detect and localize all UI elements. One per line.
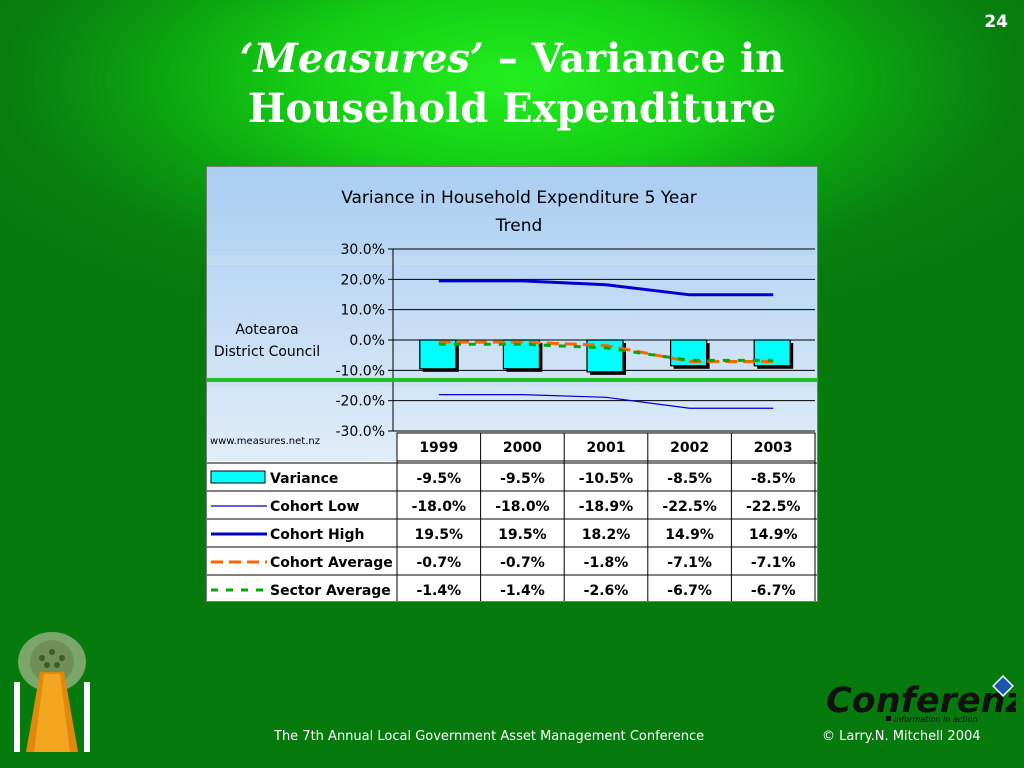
table-value-cell: -1.8% (584, 555, 629, 571)
table-header-cell: 2002 (670, 440, 709, 456)
conferenz-logo-text: Conferenz (826, 681, 1016, 721)
table-value-cell: -1.4% (416, 583, 461, 599)
series-line-cohort-high (438, 279, 774, 297)
chart-title-line-1: Variance in Household Expenditure 5 Year (341, 188, 697, 208)
table-value-cell: 19.5% (498, 527, 547, 543)
legend-label: Cohort High (270, 527, 364, 543)
y-tick-label: -10.0% (335, 363, 385, 379)
table-value-cell: -0.7% (416, 555, 461, 571)
table-value-cell: 14.9% (665, 527, 714, 543)
plot-band (207, 255, 817, 265)
table-value-cell: -8.5% (751, 471, 796, 487)
table-value-cell: -7.1% (667, 555, 712, 571)
series-line-cohort-low (438, 394, 774, 409)
legend-label: Variance (270, 471, 338, 487)
plot-background (207, 167, 817, 461)
legend-label: Sector Average (270, 583, 391, 599)
diamond-icon (992, 675, 1014, 697)
chart-panel: Variance in Household Expenditure 5 Year… (206, 166, 818, 602)
conferenz-tagline: Information in action (894, 715, 977, 724)
table-header-cell: 2003 (754, 440, 793, 456)
series-line-cohort-average (438, 340, 774, 364)
table-header-cell: 2000 (503, 440, 542, 456)
conferenz-logo: Conferenz Information in action (826, 672, 1024, 728)
y-tick-label: 10.0% (341, 303, 385, 319)
table-value-cell: -0.7% (500, 555, 545, 571)
series-line-sector-average (438, 342, 774, 362)
table-value-cell: -6.7% (667, 583, 712, 599)
table-value-cell: 14.9% (749, 527, 798, 543)
legend-key-variance (210, 470, 266, 484)
table-value-cell: -10.5% (579, 471, 633, 487)
y-tick-label: -30.0% (335, 424, 385, 440)
title-line-2: Household Expenditure (247, 85, 777, 132)
table-header-cell: 1999 (419, 440, 458, 456)
table-value-cell: -22.5% (746, 499, 800, 515)
footer-copyright: © Larry.N. Mitchell 2004 (822, 729, 981, 744)
table-value-cell: 19.5% (415, 527, 464, 543)
footer-conference: The 7th Annual Local Government Asset Ma… (274, 729, 705, 744)
entity-label-line-2: District Council (214, 344, 320, 360)
table-value-cell: -6.7% (751, 583, 796, 599)
table-background (207, 461, 817, 601)
threshold-band (207, 378, 817, 382)
table-header-cell: 2001 (587, 440, 626, 456)
source-label: www.measures.net.nz (210, 436, 320, 447)
plot-band (207, 315, 817, 326)
title-italic: ‘Measures’ (239, 35, 484, 82)
y-tick-label: 0.0% (349, 333, 385, 349)
table-value-cell: -22.5% (662, 499, 716, 515)
table-value-cell: -18.0% (495, 499, 549, 515)
legend-label: Cohort Low (270, 499, 359, 515)
table-value-cell: -7.1% (751, 555, 796, 571)
table-value-cell: -8.5% (667, 471, 712, 487)
slide-title: ‘Measures’ – Variance in Household Expen… (0, 34, 1024, 134)
legend-label: Cohort Average (270, 555, 393, 571)
y-tick-label: 30.0% (341, 242, 385, 258)
variance-bar (419, 339, 457, 370)
chart-title-line-2: Trend (495, 216, 543, 236)
table-value-cell: -18.0% (412, 499, 466, 515)
title-line-1: ‘Measures’ – Variance in (0, 34, 1024, 84)
title-rest: – Variance in (483, 35, 785, 82)
chart-svg: Variance in Household Expenditure 5 Year… (207, 167, 817, 601)
tree-logo (14, 632, 90, 752)
table-value-cell: -2.6% (584, 583, 629, 599)
table-value-cell: -18.9% (579, 499, 633, 515)
table-value-cell: -1.4% (500, 583, 545, 599)
page-number: 24 (984, 12, 1008, 32)
y-tick-label: 20.0% (341, 272, 385, 288)
y-tick-label: -20.0% (335, 394, 385, 410)
table-value-cell: 18.2% (582, 527, 631, 543)
table-value-cell: -9.5% (416, 471, 461, 487)
table-value-cell: -9.5% (500, 471, 545, 487)
entity-label-line-1: Aotearoa (235, 322, 298, 338)
